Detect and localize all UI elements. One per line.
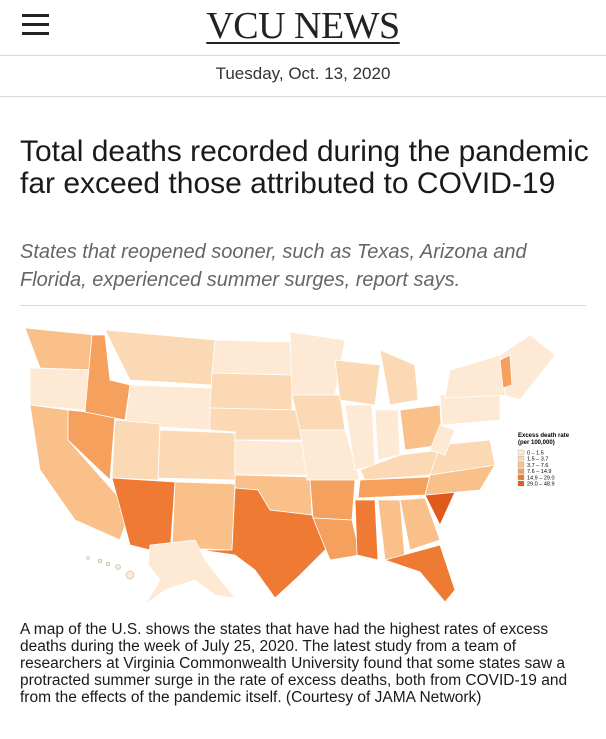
legend-items: 0 – 1.51.5 – 3.73.7 – 7.67.6 – 14.914.9 … [517, 449, 555, 488]
map: Excess death rate (per 100,000) 0 – 1.51… [24, 327, 570, 606]
date: Tuesday, Oct. 13, 2020 [215, 64, 391, 83]
legend-swatch [517, 474, 525, 480]
legend-label: 7.6 – 14.9 [527, 469, 551, 475]
caption: A map of the U.S. shows the states that … [20, 621, 568, 706]
legend-label: 14.9 – 29.0 [527, 475, 555, 481]
divider [0, 96, 606, 97]
divider [20, 305, 586, 306]
legend-swatch [517, 468, 525, 474]
legend-swatch [517, 456, 525, 462]
states [24, 327, 556, 606]
legend: Excess death rate (per 100,000) 0 – 1.51… [517, 433, 570, 488]
legend-swatch [517, 462, 525, 468]
hawaii [86, 556, 135, 580]
site-title[interactable]: VCU NEWS [206, 5, 400, 47]
menu-button[interactable] [22, 14, 49, 36]
legend-subtitle: (per 100,000) [518, 440, 555, 446]
legend-label: 0 – 1.5 [527, 451, 544, 457]
legend-label: 1.5 – 3.7 [527, 457, 548, 463]
legend-label: 29.0 – 48.9 [527, 482, 555, 488]
legend-title: Excess death rate [518, 433, 570, 439]
legend-swatch [517, 449, 525, 456]
subtitle: States that reopened sooner, such as Tex… [20, 241, 527, 291]
divider [0, 55, 606, 56]
legend-label: 3.7 – 7.6 [527, 463, 548, 469]
legend-swatch [517, 480, 525, 487]
headline: Total deaths recorded during the pandemi… [20, 135, 589, 200]
